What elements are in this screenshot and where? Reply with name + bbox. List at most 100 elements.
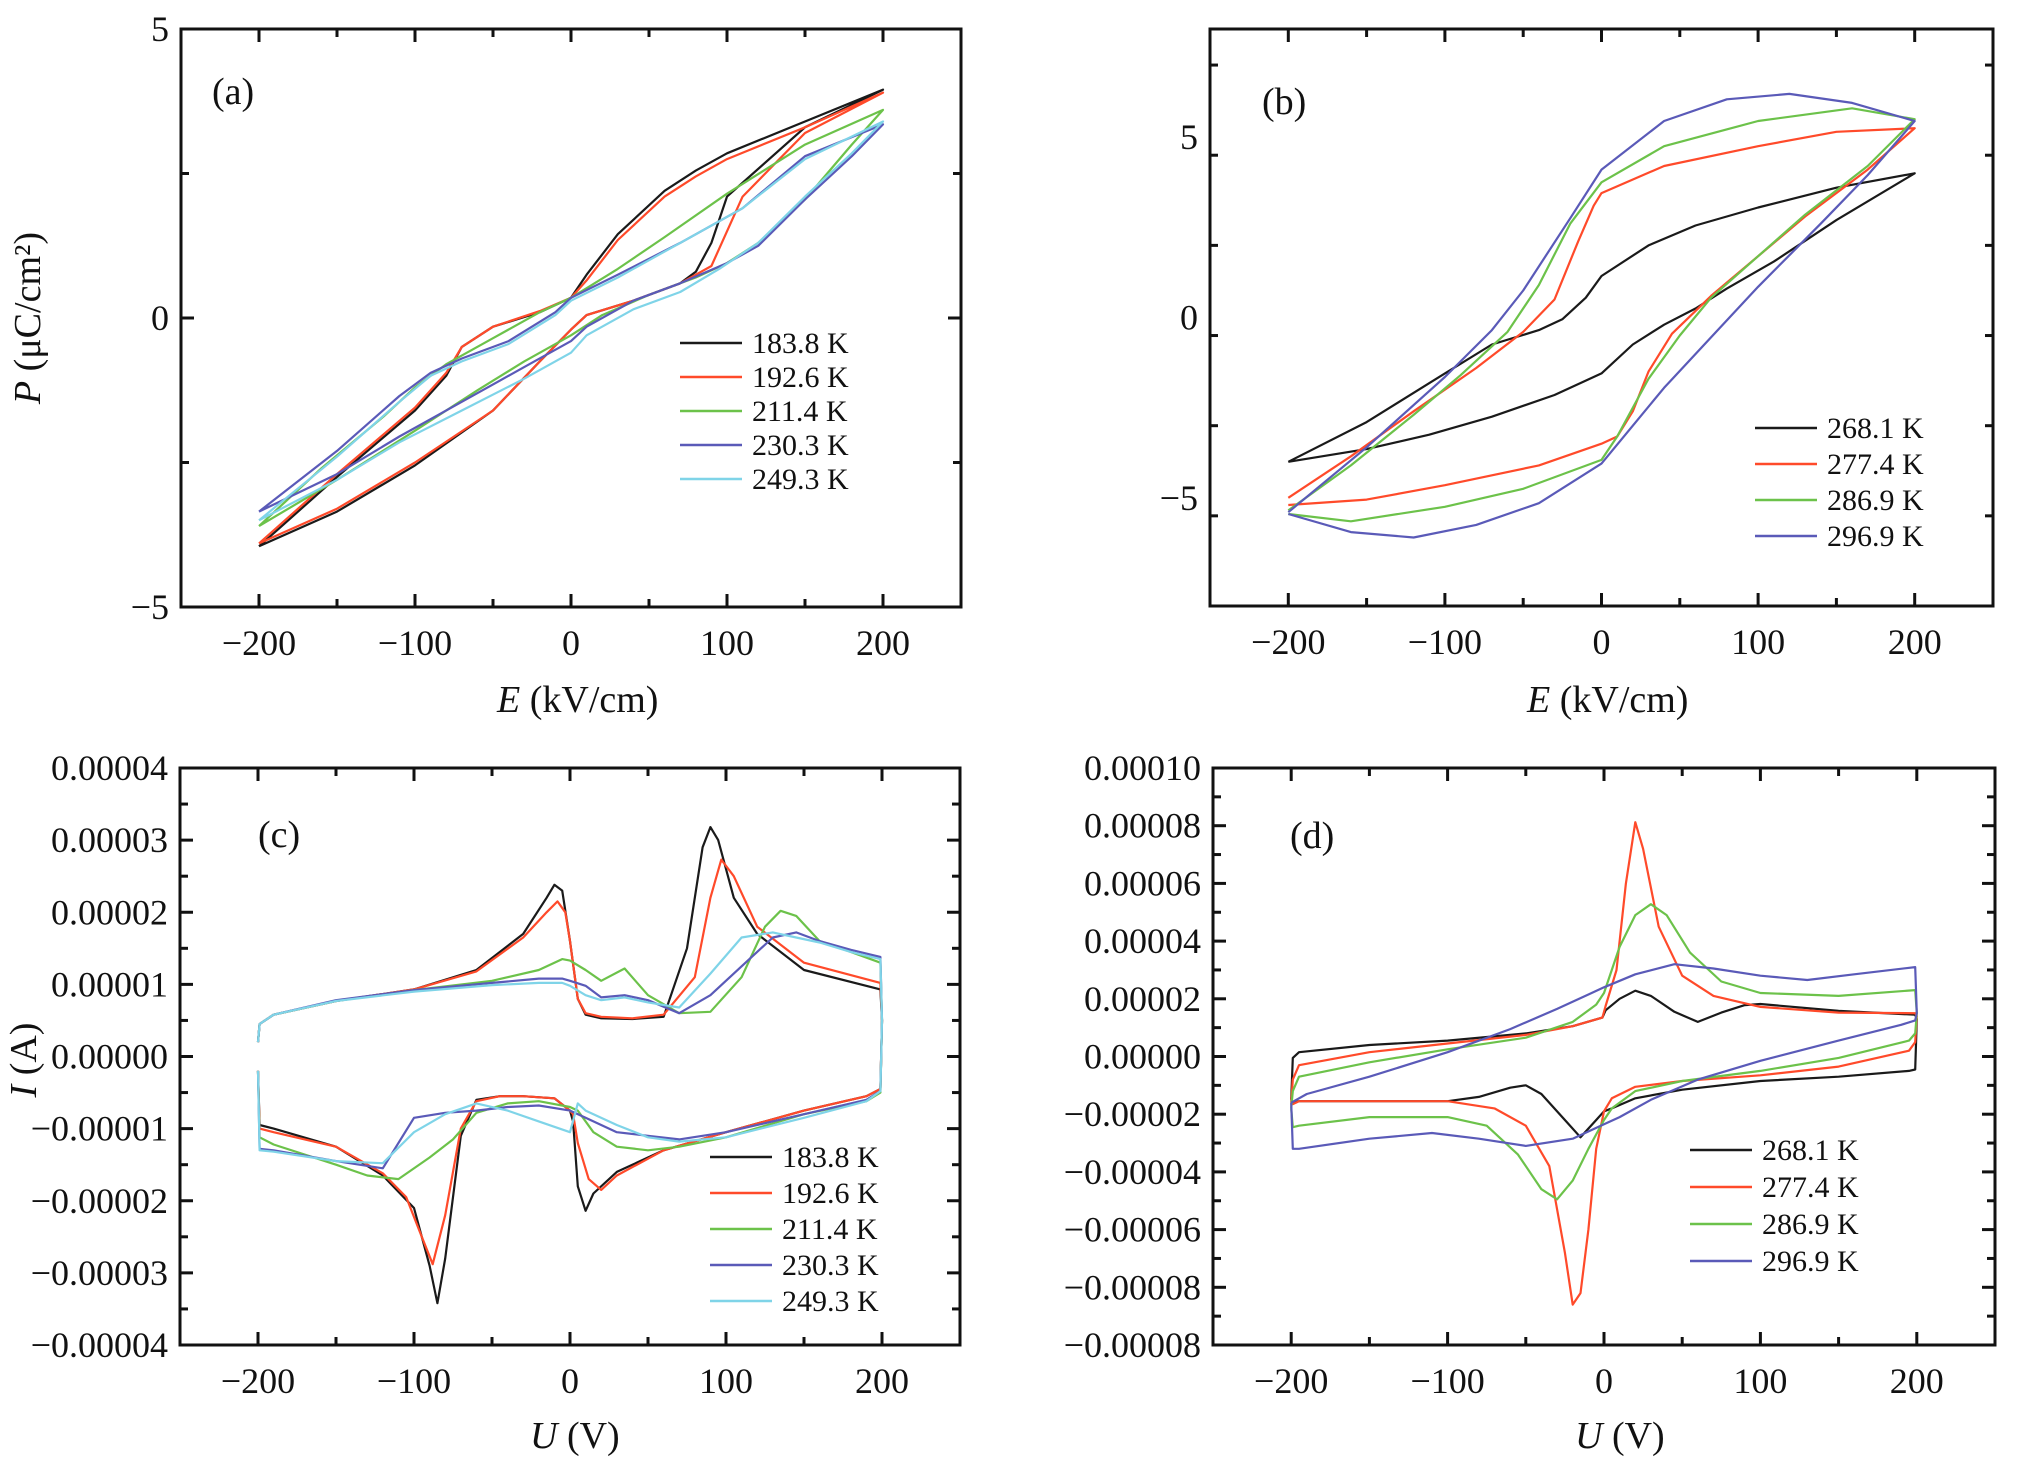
panel-c-ytick-label: −0.00001 <box>31 1109 168 1149</box>
panel-c-plot <box>256 826 884 1305</box>
panel-b-xlabel-var: E <box>1526 679 1550 721</box>
panel-a-xlabel-unit: (kV/cm) <box>520 679 658 721</box>
panel-c-legend-label: 230.3 K <box>782 1249 879 1282</box>
panel-d-xlabel-var: U <box>1575 1415 1605 1457</box>
panel-d-xtick-label: −100 <box>1410 1361 1484 1401</box>
panel-a-legend-label: 211.4 K <box>752 395 848 428</box>
panel-d-series-286-9-K <box>1290 903 1918 1201</box>
panel-a: −200 −100 0 100 200 −5 0 5 (a) E (kV/cm) P (μC/… <box>7 9 963 721</box>
panel-c-ylabel-var: I <box>3 1082 45 1098</box>
panel-c-ticks: −200 −100 0 100 200 −0.00004 −0.00003 −0.00002 −… <box>31 748 960 1401</box>
panel-c-label: (c) <box>258 814 300 856</box>
panel-c-xtick-label: −200 <box>221 1361 295 1401</box>
panel-c-ytick-label: −0.00004 <box>31 1325 168 1365</box>
panel-a-ylabel-var: P <box>7 381 49 405</box>
panel-a-ytick-label: −5 <box>131 587 169 627</box>
panel-d-ytick-label: 0.00000 <box>1084 1037 1201 1077</box>
panel-a-ylabel: P (μC/cm²) <box>7 232 49 405</box>
panel-a-xtick-label: 100 <box>700 623 754 663</box>
panel-a-xtick-label: 200 <box>856 623 910 663</box>
panel-d-plot <box>1290 821 1918 1306</box>
panel-c-xlabel-var: U <box>530 1415 560 1457</box>
panel-a-series-230-3-K <box>258 123 885 513</box>
panel-b-label: (b) <box>1262 81 1306 123</box>
panel-c-series-249-3-K <box>256 931 884 1165</box>
panel-c-ylabel: I (A) <box>3 1023 45 1099</box>
panel-a-legend-label: 183.8 K <box>752 327 849 360</box>
panel-b-series-286-9-K <box>1287 107 1916 523</box>
panel-a-ticks: −200 −100 0 100 200 −5 0 5 <box>131 9 961 663</box>
panel-a-ylabel-unit: (μC/cm²) <box>7 232 49 381</box>
panel-c-ytick-label: −0.00003 <box>31 1253 168 1293</box>
panel-c-ytick-label: 0.00000 <box>51 1037 168 1077</box>
panel-a-xlabel-var: E <box>496 679 520 721</box>
panel-d-ytick-label: −0.00006 <box>1064 1210 1201 1250</box>
panel-d-series-277-4-K <box>1290 821 1918 1306</box>
panel-d-series-296-9-K <box>1290 963 1918 1150</box>
panel-b-plot <box>1287 92 1916 539</box>
panel-a-xtick-label: 0 <box>562 623 580 663</box>
panel-d-legend: 268.1 K 277.4 K 286.9 K 296.9 K <box>1690 1134 1859 1278</box>
panel-b-series-296-9-K <box>1287 92 1916 539</box>
panel-b-ytick-label: −5 <box>1160 478 1198 518</box>
panel-d-ytick-label: 0.00008 <box>1084 806 1201 846</box>
panel-b-legend-label: 268.1 K <box>1827 412 1924 445</box>
panel-d-label: (d) <box>1290 815 1334 857</box>
panel-c-ytick-label: 0.00004 <box>51 748 168 788</box>
panel-d-ytick-label: 0.00010 <box>1084 748 1201 788</box>
panel-d-xtick-label: 0 <box>1595 1361 1613 1401</box>
panel-a-xlabel: E (kV/cm) <box>496 679 658 721</box>
panel-d-ytick-label: 0.00006 <box>1084 863 1201 903</box>
panel-d-ticks: −200 −100 0 100 200 −0.00008 −0.00008 −0.00006 −… <box>1064 748 1995 1401</box>
panel-a-plot <box>258 88 885 548</box>
panel-c-ytick-label: 0.00002 <box>51 892 168 932</box>
panel-a-ytick-label: 0 <box>151 298 169 338</box>
panel-c-xtick-label: −100 <box>377 1361 451 1401</box>
panel-c-xtick-label: 0 <box>561 1361 579 1401</box>
panel-d-legend-label: 296.9 K <box>1762 1245 1859 1278</box>
panel-b-xlabel: E (kV/cm) <box>1526 679 1688 721</box>
panel-b-ytick-label: 0 <box>1180 298 1198 338</box>
panel-b-xlabel-unit: (kV/cm) <box>1550 679 1688 721</box>
panel-c-xtick-label: 100 <box>699 1361 753 1401</box>
panel-b-ticks: −200 −100 0 100 200 −5 0 5 <box>1160 29 1993 662</box>
panel-d-legend-label: 268.1 K <box>1762 1134 1859 1167</box>
panel-c-xlabel-unit: (V) <box>557 1415 619 1457</box>
panel-d: −200 −100 0 100 200 −0.00008 −0.00008 −0.00006 −… <box>1064 748 1997 1457</box>
panel-c-legend-label: 183.8 K <box>782 1141 879 1174</box>
panel-d-xtick-label: 100 <box>1733 1361 1787 1401</box>
panel-b: −200 −100 0 100 200 −5 0 5 (b) E (kV/cm) 268.1 … <box>1160 27 1995 721</box>
panel-d-ytick-label: 0.00004 <box>1084 921 1201 961</box>
panel-c-legend-label: 192.6 K <box>782 1177 879 1210</box>
panel-c: −200 −100 0 100 200 −0.00004 −0.00003 −0.00002 −… <box>3 748 962 1457</box>
panel-a-ytick-label: 5 <box>151 9 169 49</box>
panel-d-ytick-label: −0.00002 <box>1064 1094 1201 1134</box>
panel-d-ytick-label: −0.00008 <box>1064 1267 1201 1307</box>
panel-a-legend-label: 249.3 K <box>752 463 849 496</box>
panel-c-xlabel: U (V) <box>530 1415 620 1457</box>
panel-a-series-211-4-K <box>258 108 885 528</box>
panel-c-ylabel-unit: (A) <box>3 1023 45 1085</box>
panel-d-legend-label: 277.4 K <box>1762 1171 1859 1204</box>
panel-b-xtick-label: 200 <box>1888 622 1942 662</box>
panel-d-ytick-label: −0.00008 <box>1064 1325 1201 1365</box>
panel-b-legend-label: 277.4 K <box>1827 448 1924 481</box>
panel-d-xlabel-unit: (V) <box>1602 1415 1664 1457</box>
panel-c-legend-label: 249.3 K <box>782 1285 879 1318</box>
panel-b-xtick-label: 100 <box>1731 622 1785 662</box>
panel-b-legend-label: 296.9 K <box>1827 520 1924 553</box>
panel-d-legend-label: 286.9 K <box>1762 1208 1859 1241</box>
panel-a-xtick-label: −100 <box>378 623 452 663</box>
panel-b-legend-label: 286.9 K <box>1827 484 1924 517</box>
panel-b-series-268-1-K <box>1287 172 1916 463</box>
panel-b-ytick-label: 5 <box>1180 117 1198 157</box>
panel-b-xtick-label: 0 <box>1593 622 1611 662</box>
panel-b-xtick-label: −100 <box>1408 622 1482 662</box>
panel-d-xtick-label: −200 <box>1254 1361 1328 1401</box>
panel-c-ytick-label: −0.00002 <box>31 1181 168 1221</box>
panel-c-ytick-label: 0.00003 <box>51 820 168 860</box>
panel-a-label: (a) <box>212 71 254 113</box>
